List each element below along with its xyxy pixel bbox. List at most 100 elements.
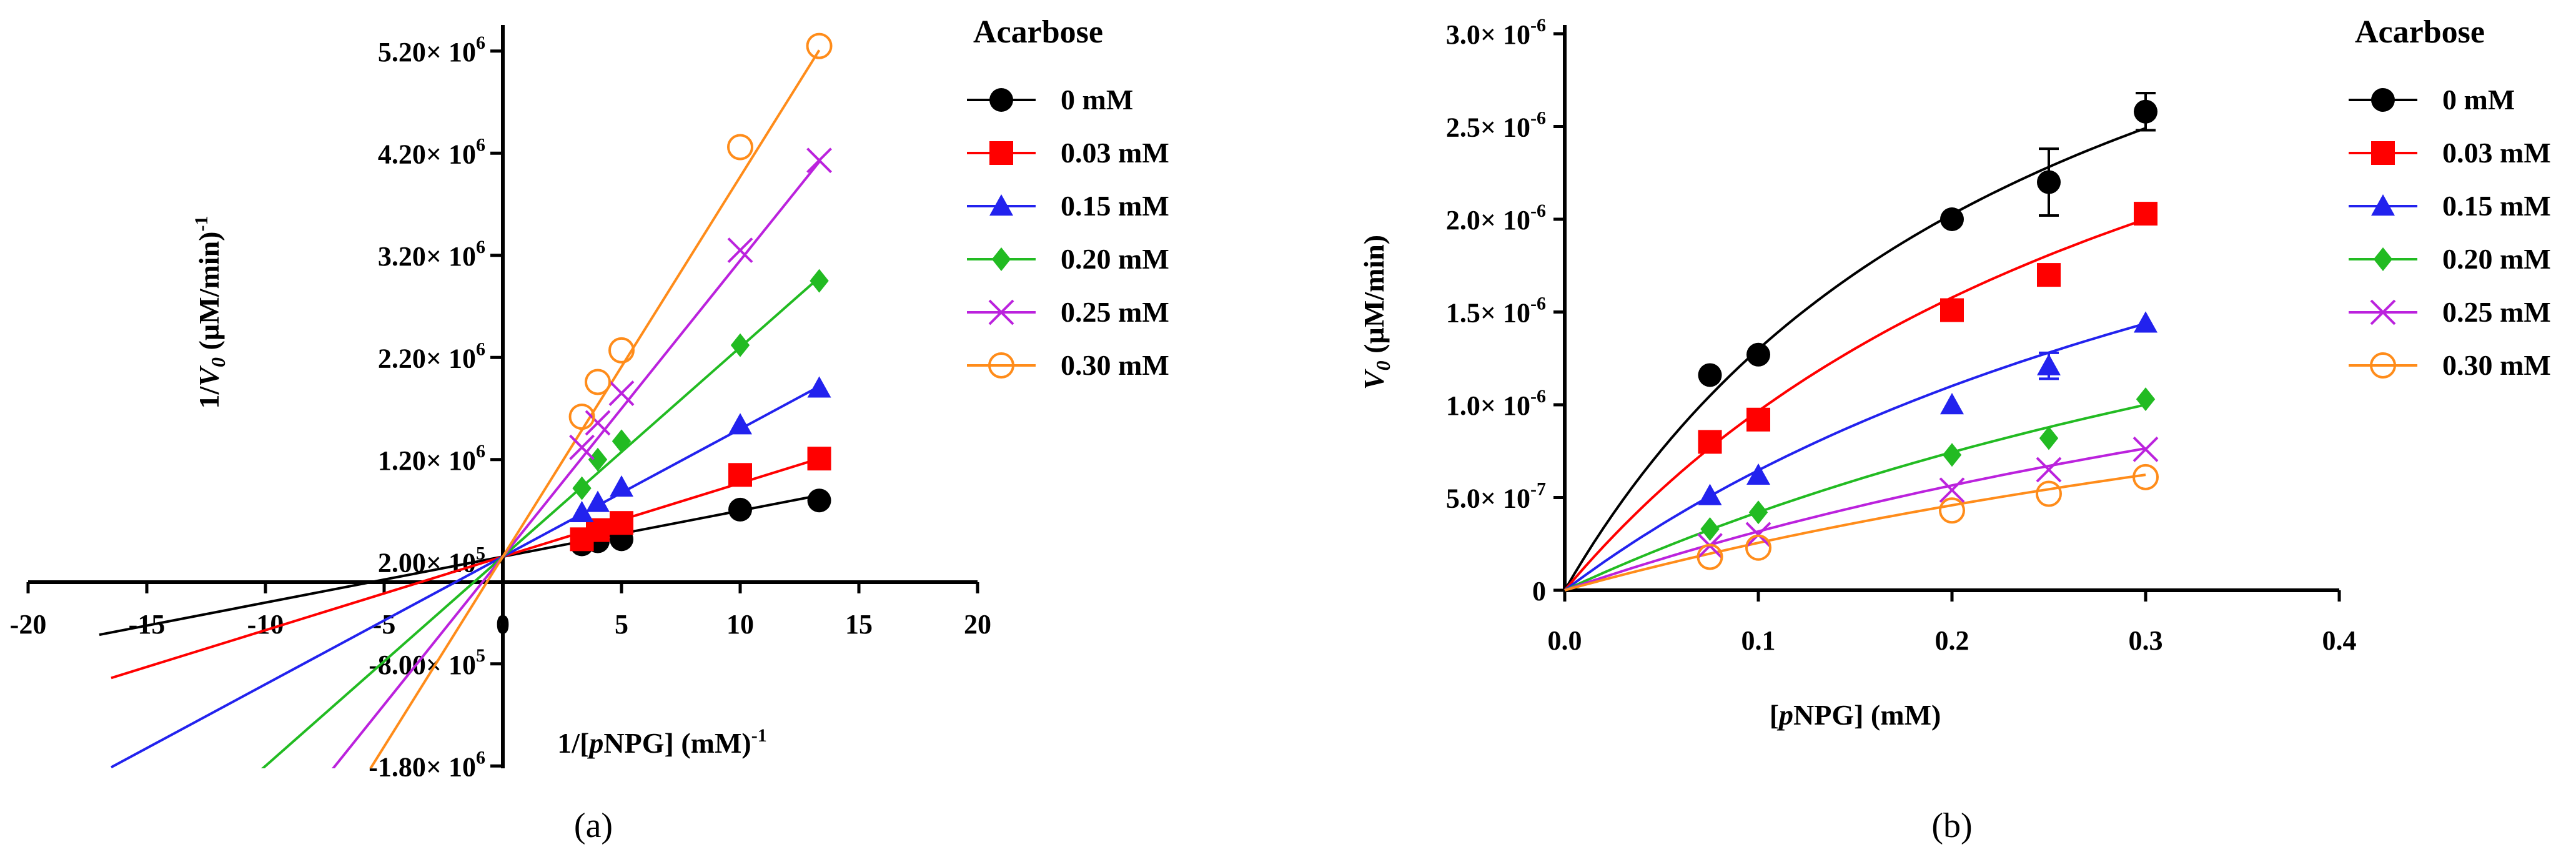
y-tick-label: 2.00× 105 [378, 543, 485, 578]
data-point [2134, 311, 2157, 333]
data-point [806, 147, 832, 174]
data-point [2039, 426, 2059, 450]
legend-marker-5 [2370, 352, 2396, 379]
data-point [806, 32, 833, 59]
marker-x-stroke [569, 434, 595, 460]
data-point [572, 476, 592, 500]
legend-marker-1 [989, 141, 1013, 165]
y-axis-label: V0 (µM/min) [1358, 235, 1394, 390]
y-tick-label: 5.0× 10-7 [1446, 479, 1546, 514]
legend-title: Acarbose [973, 14, 1103, 50]
data-point [727, 134, 753, 161]
marker-x-stroke [806, 147, 832, 174]
data-point [2134, 99, 2157, 124]
marker-x-stroke [988, 299, 1014, 325]
marker-x-stroke [2036, 457, 2062, 483]
y-tick-label: -1.80× 106 [369, 747, 485, 782]
marker-x-stroke [727, 237, 753, 264]
y-tick-label: 3.20× 106 [378, 237, 485, 272]
x-tick-label: 0.1 [1741, 625, 1776, 656]
y-tick-label: 1.5× 10-6 [1446, 294, 1546, 329]
fit-curve-0 [1563, 127, 2146, 592]
data-point [1942, 443, 1962, 467]
data-point [2134, 202, 2157, 226]
legend-label-5: 0.30 mM [2442, 349, 2551, 381]
legend-label-3: 0.20 mM [2442, 243, 2551, 275]
y-axis-label: 1/V0 (µM/min)-1 [191, 216, 229, 409]
y-tick-label: 0 [1532, 576, 1546, 607]
data-point [1698, 483, 1722, 505]
data-point [1698, 430, 1722, 454]
data-point [1940, 393, 1964, 415]
legend-marker-0 [2371, 88, 2395, 112]
data-point [586, 490, 610, 512]
legend-label-1: 0.03 mM [1061, 137, 1169, 169]
legend-label-2: 0.15 mM [2442, 190, 2551, 222]
legend-marker-4 [2370, 299, 2396, 325]
y-tick-label: 2.20× 106 [378, 339, 485, 374]
data-point [1745, 534, 1771, 561]
data-point [1940, 207, 1964, 231]
fit-curve-5 [1564, 473, 2146, 592]
marker-x-stroke [608, 380, 635, 406]
data-point [2037, 170, 2061, 194]
data-point [1700, 517, 1720, 541]
data-point [569, 434, 595, 460]
data-point [2133, 463, 2159, 490]
data-point [570, 500, 594, 523]
data-point [730, 333, 750, 357]
data-point [2037, 354, 2061, 375]
data-point [588, 447, 608, 472]
y-tick-label: 1.20× 106 [378, 441, 485, 476]
data-point [585, 369, 611, 395]
data-point [1939, 497, 1965, 524]
legend-marker-2 [989, 194, 1013, 216]
legend-title: Acarbose [2355, 14, 2485, 50]
data-point [2036, 480, 2062, 507]
data-point [1939, 477, 1965, 503]
data-point [1746, 342, 1770, 367]
data-point [807, 488, 831, 513]
legend-label-1: 0.03 mM [2442, 137, 2551, 169]
y-tick-label: 2.5× 10-6 [1446, 108, 1546, 143]
data-point [568, 404, 595, 430]
data-point [585, 410, 611, 436]
data-point [2037, 263, 2061, 287]
data-point [610, 511, 633, 535]
data-point [807, 447, 831, 471]
data-point [2133, 436, 2159, 462]
data-point [728, 497, 752, 522]
data-point [608, 380, 635, 406]
data-point [728, 463, 752, 487]
fit-line-2 [111, 385, 820, 768]
y-tick-label: 5.20× 106 [378, 32, 485, 67]
legend-label-2: 0.15 mM [1061, 190, 1169, 222]
data-point [1748, 500, 1768, 525]
x-tick-label: -20 [10, 609, 47, 640]
legend-label-0: 0 mM [1061, 84, 1133, 116]
fit-line-0 [99, 494, 820, 637]
legend-label-0: 0 mM [2442, 84, 2515, 116]
y-tick-label: 3.0× 10-6 [1446, 15, 1546, 50]
x-tick-label: 10 [726, 609, 754, 640]
data-point [807, 376, 831, 398]
fit-line-5 [369, 49, 821, 768]
x-tick-label: 0.0 [1548, 625, 1582, 656]
data-point [1698, 363, 1722, 387]
fit-curve-4 [1564, 447, 2146, 592]
data-point [1746, 407, 1770, 432]
fit-line-4 [331, 161, 821, 768]
data-point [2136, 387, 2156, 412]
y-tick-label: -8.00× 105 [369, 645, 485, 680]
x-axis-label: [pNPG] (mM) [1770, 699, 1941, 731]
marker-x-stroke [585, 410, 611, 436]
legend-marker-3 [2373, 247, 2393, 271]
marker-x-stroke [2370, 299, 2396, 325]
marker-x-stroke [2133, 436, 2159, 462]
fit-line-3 [260, 276, 820, 768]
x-tick-label: 0 [496, 609, 510, 640]
legend-marker-1 [2371, 141, 2395, 165]
legend-marker-3 [991, 247, 1011, 271]
